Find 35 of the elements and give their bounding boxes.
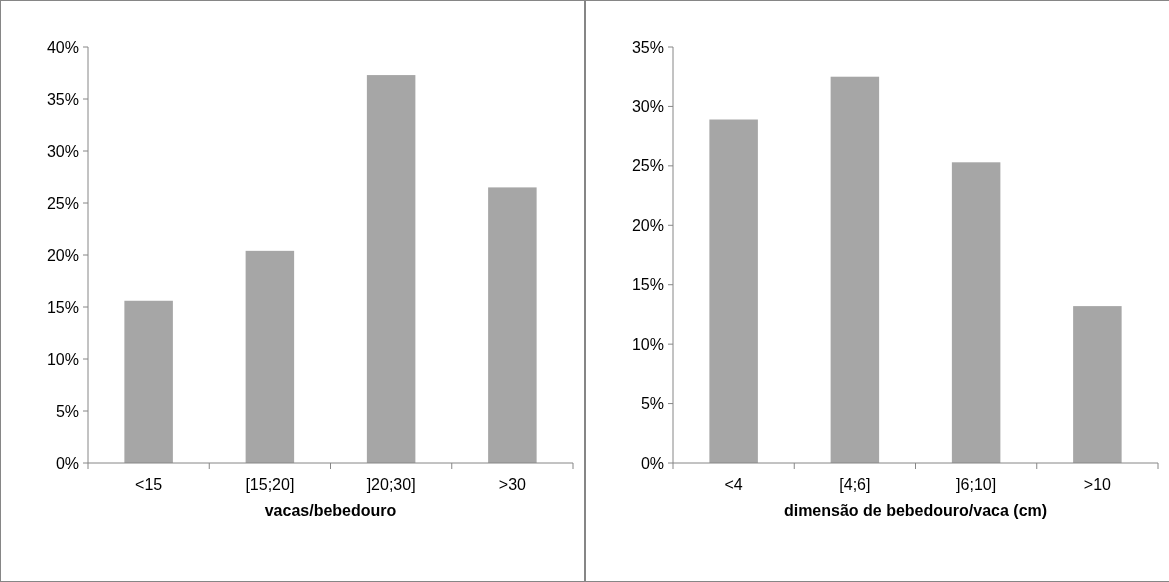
y-tick-label: 5%	[640, 395, 664, 413]
x-tick-label: <15	[135, 476, 163, 493]
y-tick-label: 10%	[631, 335, 664, 353]
x-tick-label: <4	[724, 476, 743, 493]
bar	[245, 250, 295, 463]
y-tick-label: 5%	[55, 402, 79, 420]
y-tick-label: 30%	[46, 142, 79, 160]
y-tick-label: 0%	[55, 454, 79, 472]
x-tick-label: ]20;30]	[366, 476, 416, 493]
y-tick-label: 25%	[46, 194, 79, 212]
y-tick-label: 20%	[631, 216, 664, 234]
bar	[488, 187, 537, 463]
y-tick-label: 30%	[631, 98, 664, 116]
y-tick-label: 15%	[631, 276, 664, 294]
x-axis-title: vacas/bebedouro	[264, 502, 397, 519]
bar	[366, 75, 416, 463]
x-tick-label: [15;20]	[245, 476, 295, 493]
x-tick-label: >30	[498, 476, 527, 493]
y-tick-label: 35%	[46, 90, 79, 108]
x-tick-label: ]6;10]	[956, 476, 997, 493]
bar	[830, 76, 880, 463]
y-tick-label: 20%	[46, 246, 79, 264]
y-tick-label: 25%	[631, 157, 664, 175]
x-tick-label: >10	[1083, 476, 1112, 493]
bar	[1073, 306, 1122, 463]
x-tick-label: [4;6]	[839, 476, 871, 493]
y-tick-label: 0%	[640, 454, 664, 472]
y-tick-label: 35%	[631, 38, 664, 56]
bar	[709, 119, 758, 463]
y-tick-label: 15%	[46, 298, 79, 316]
bar	[951, 162, 1001, 463]
x-axis-title: dimensão de bebedouro/vaca (cm)	[783, 502, 1048, 519]
y-tick-label: 40%	[46, 38, 79, 56]
bar	[124, 300, 173, 463]
y-tick-label: 10%	[46, 350, 79, 368]
